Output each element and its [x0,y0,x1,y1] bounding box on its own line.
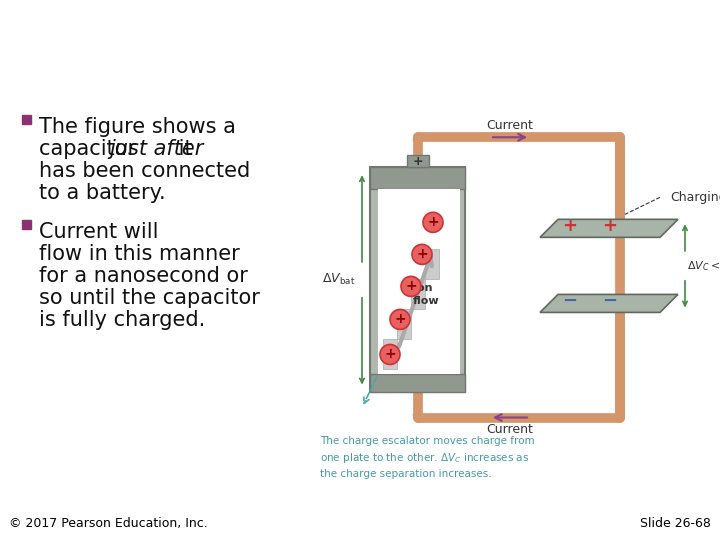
Text: to a battery.: to a battery. [39,183,166,203]
Text: Current: Current [487,422,534,436]
Text: +: + [427,215,438,230]
Text: +: + [416,247,428,261]
Text: Current will: Current will [39,222,158,242]
Bar [370,167,465,190]
Bar [425,249,439,279]
Text: Charging a Capacitor: Charging a Capacitor [11,25,341,52]
Text: Charging: Charging [670,191,720,204]
Circle shape [423,212,443,232]
Bar [383,340,397,369]
Bar [411,279,425,309]
Text: +: + [603,217,618,235]
Text: has been connected: has been connected [39,161,251,181]
Bar [370,374,465,393]
Text: −: − [603,293,618,310]
Text: Slide 26-68: Slide 26-68 [641,517,711,530]
Text: Current: Current [487,119,534,132]
Text: −: − [562,293,577,310]
Text: The charge escalator moves charge from
one plate to the other. $\Delta V_C$ incr: The charge escalator moves charge from o… [320,436,535,478]
Polygon shape [540,294,678,313]
Text: $\Delta V_C < \Delta V_\mathrm{bat}$: $\Delta V_C < \Delta V_\mathrm{bat}$ [687,259,720,273]
Bar [22,220,31,230]
Circle shape [390,309,410,329]
Text: $\Delta V_\mathrm{bat}$: $\Delta V_\mathrm{bat}$ [322,272,355,287]
Bar [407,156,428,167]
Text: so until the capacitor: so until the capacitor [39,288,260,308]
Text: +: + [384,347,396,361]
Text: Ion
flow: Ion flow [413,283,440,306]
Text: © 2017 Pearson Education, Inc.: © 2017 Pearson Education, Inc. [9,517,207,530]
Text: +: + [562,217,577,235]
Text: +: + [394,313,406,326]
Text: capacitor: capacitor [39,139,143,159]
Bar [397,309,411,340]
Bar [378,190,460,374]
Text: it: it [172,139,193,159]
Circle shape [401,276,421,296]
Bar [370,167,465,393]
Text: +: + [412,155,423,168]
Text: for a nanosecond or: for a nanosecond or [39,266,248,286]
Text: flow in this manner: flow in this manner [39,245,240,265]
Circle shape [412,245,432,265]
Circle shape [380,345,400,364]
Text: +: + [405,279,417,293]
Text: just after: just after [109,139,203,159]
Bar [22,115,31,124]
Polygon shape [540,219,678,238]
Text: is fully charged.: is fully charged. [39,310,205,330]
Text: The figure shows a: The figure shows a [39,117,236,137]
